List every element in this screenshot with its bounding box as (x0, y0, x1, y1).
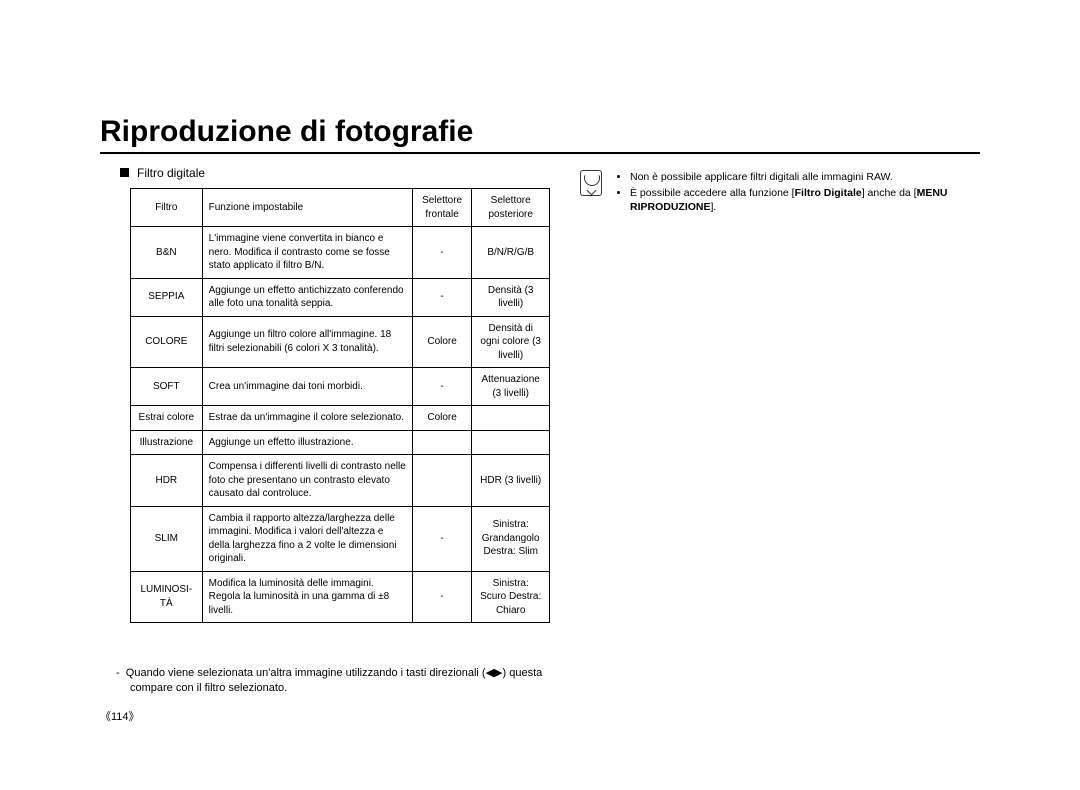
cell-sel-posteriore: Sinistra: Scuro Destra: Chiaro (472, 571, 550, 623)
cell-funzione: L'immagine viene convertita in bianco e … (202, 227, 412, 279)
th-selettore-posteriore: Selettore posteriore (472, 189, 550, 227)
note-text-b: Filtro Digitale (795, 187, 862, 199)
cell-sel-frontale (412, 455, 472, 507)
note-text-e: ]. (711, 201, 717, 213)
cell-filtro: B&N (131, 227, 203, 279)
table-row: Estrai colore Estrae da un'immagine il c… (131, 406, 550, 431)
cell-filtro: HDR (131, 455, 203, 507)
cell-sel-frontale: - (412, 278, 472, 316)
page-title: Riproduzione di fotografie (100, 115, 473, 149)
table-row: SOFT Crea un'immagine dai toni morbidi. … (131, 368, 550, 406)
footnote-text: Quando viene selezionata un'altra immagi… (126, 667, 542, 694)
cell-sel-frontale: Colore (412, 406, 472, 431)
cell-filtro: SOFT (131, 368, 203, 406)
table-body: B&N L'immagine viene convertita in bianc… (131, 227, 550, 623)
cell-funzione: Cambia il rapporto altezza/larghezza del… (202, 506, 412, 571)
cell-filtro: COLORE (131, 316, 203, 368)
cell-sel-frontale: Colore (412, 316, 472, 368)
cell-funzione: Aggiunge un effetto illustrazione. (202, 430, 412, 455)
cell-filtro: LUMINOSI-TÀ (131, 571, 203, 623)
note-text: Non è possibile applicare filtri digital… (630, 171, 893, 183)
cell-filtro: SEPPIA (131, 278, 203, 316)
table-row: LUMINOSI-TÀ Modifica la luminosità delle… (131, 571, 550, 623)
cell-filtro: Illustrazione (131, 430, 203, 455)
cell-funzione: Aggiunge un filtro colore all'immagine. … (202, 316, 412, 368)
cell-sel-posteriore: Attenuazione (3 livelli) (472, 368, 550, 406)
table-row: Illustrazione Aggiunge un effetto illust… (131, 430, 550, 455)
note-item: È possibile accedere alla funzione [Filt… (630, 186, 980, 214)
table-row: SLIM Cambia il rapporto altezza/larghezz… (131, 506, 550, 571)
table-row: HDR Compensa i differenti livelli di con… (131, 455, 550, 507)
cell-sel-frontale (412, 430, 472, 455)
filter-table-wrap: Filtro Funzione impostabile Selettore fr… (130, 188, 550, 623)
note-item: Non è possibile applicare filtri digital… (630, 170, 980, 184)
cell-filtro: Estrai colore (131, 406, 203, 431)
table-row: SEPPIA Aggiunge un effetto antichizzato … (131, 278, 550, 316)
cell-sel-posteriore: Densità di ogni colore (3 livelli) (472, 316, 550, 368)
th-selettore-frontale: Selettore frontale (412, 189, 472, 227)
page-number: 《114》 (100, 708, 140, 724)
cell-funzione: Aggiunge un effetto antichizzato confere… (202, 278, 412, 316)
side-notes: Non è possibile applicare filtri digital… (580, 170, 980, 217)
cell-funzione: Crea un'immagine dai toni morbidi. (202, 368, 412, 406)
cell-funzione: Estrae da un'immagine il colore selezion… (202, 406, 412, 431)
cell-funzione: Modifica la luminosità delle immagini. R… (202, 571, 412, 623)
cell-sel-frontale: - (412, 571, 472, 623)
cell-filtro: SLIM (131, 506, 203, 571)
note-text-c: ] anche da [ (862, 187, 917, 199)
table-row: B&N L'immagine viene convertita in bianc… (131, 227, 550, 279)
cell-sel-posteriore (472, 406, 550, 431)
th-funzione: Funzione impostabile (202, 189, 412, 227)
table-header-row: Filtro Funzione impostabile Selettore fr… (131, 189, 550, 227)
manual-page: Riproduzione di fotografie Filtro digita… (0, 0, 1080, 790)
footnote: - Quando viene selezionata un'altra imma… (116, 666, 546, 696)
cell-sel-posteriore: B/N/R/G/B (472, 227, 550, 279)
cell-sel-posteriore: Sinistra: Grandangolo Destra: Slim (472, 506, 550, 571)
filter-table: Filtro Funzione impostabile Selettore fr… (130, 188, 550, 623)
cell-sel-posteriore (472, 430, 550, 455)
footnote-dash: - (116, 667, 120, 679)
section-label: Filtro digitale (137, 166, 205, 180)
note-text-a: È possibile accedere alla funzione [ (630, 187, 795, 199)
section-heading: Filtro digitale (120, 166, 205, 180)
square-bullet-icon (120, 168, 129, 177)
cell-funzione: Compensa i differenti livelli di contras… (202, 455, 412, 507)
cell-sel-posteriore: HDR (3 livelli) (472, 455, 550, 507)
cell-sel-posteriore: Densità (3 livelli) (472, 278, 550, 316)
table-row: COLORE Aggiunge un filtro colore all'imm… (131, 316, 550, 368)
cell-sel-frontale: - (412, 506, 472, 571)
title-rule (100, 152, 980, 154)
cell-sel-frontale: - (412, 368, 472, 406)
cell-sel-frontale: - (412, 227, 472, 279)
th-filtro: Filtro (131, 189, 203, 227)
